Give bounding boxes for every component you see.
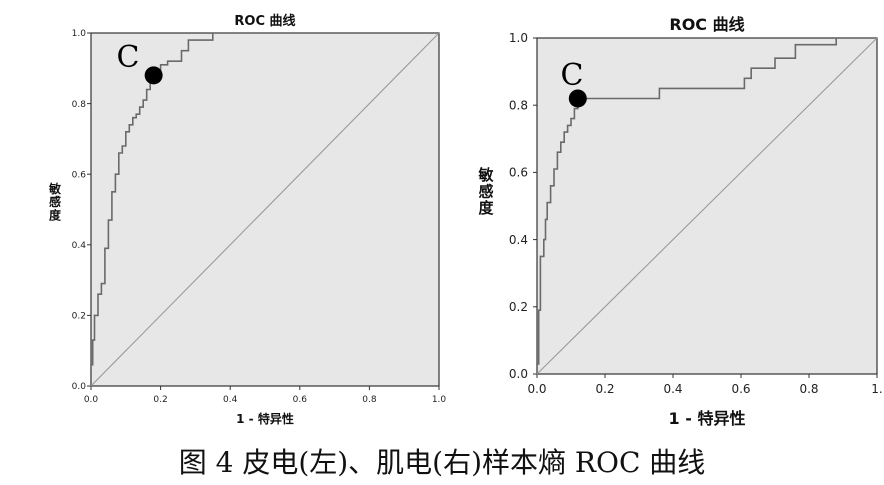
figure-caption: 图 4 皮电(左)、肌电(右)样本熵 ROC 曲线 [178,446,706,479]
x-tick-label: 0.0 [527,382,546,396]
x-tick-label: 0.8 [799,382,818,396]
y-tick-label: 0.2 [72,312,86,322]
chart-title: ROC 曲线 [669,15,744,34]
y-tick-label: 1.0 [509,31,528,45]
y-tick-label: 0.2 [509,300,528,314]
y-tick-label: 0.6 [509,166,528,180]
reference-diagonal [90,32,440,387]
cutoff-point [144,66,163,85]
cutoff-point-label: C [117,40,140,75]
x-axis-label: 1 - 特异性 [236,411,294,426]
x-tick-label: 0.6 [293,395,308,405]
reference-diagonal [536,37,878,375]
x-tick-label: 0.0 [84,395,99,405]
x-tick-label: 0.4 [663,382,682,396]
y-axis-label: 敏感度 [48,181,62,222]
x-tick-label: 1. [871,382,882,396]
x-axis-label: 1 - 特异性 [669,409,746,428]
cutoff-point [568,89,587,108]
y-axis-label: 敏感度 [477,166,494,217]
y-tick-label: 0.4 [72,241,87,251]
y-tick-label: 0.8 [72,100,87,110]
x-tick-label: 0.2 [595,382,614,396]
roc-panel-emg: ROC 曲线 0.0 0.2 0.4 0.6 0.8 1. 0.0 0.2 0.4 0.6 0.8 1.… [477,15,882,428]
y-tick-label: 0.8 [509,98,528,112]
x-tick-label: 0.4 [223,395,238,405]
roc-panel-skin-conductance: ROC 曲线 0.0 0.2 0.4 0.6 0.8 1.0 0.0 0.2 0.4 0.6 0.8 1… [48,13,446,426]
roc-curve [536,37,877,374]
roc-curve [90,32,439,386]
cutoff-point-label: C [561,58,584,93]
y-tick-label: 0.0 [72,382,87,392]
y-tick-label: 0.0 [509,367,528,381]
roc-figure: ROC 曲线 0.0 0.2 0.4 0.6 0.8 1.0 0.0 0.2 0.4 0.6 0.8 1… [48,13,883,428]
x-tick-label: 0.2 [153,395,167,405]
y-tick-label: 0.6 [72,170,87,180]
chart-title: ROC 曲线 [234,13,295,29]
x-tick-label: 0.6 [731,382,750,396]
x-tick-label: 1.0 [432,395,447,405]
x-tick-label: 0.8 [362,395,377,405]
y-tick-label: 0.4 [509,233,528,247]
y-tick-label: 1.0 [72,29,87,39]
